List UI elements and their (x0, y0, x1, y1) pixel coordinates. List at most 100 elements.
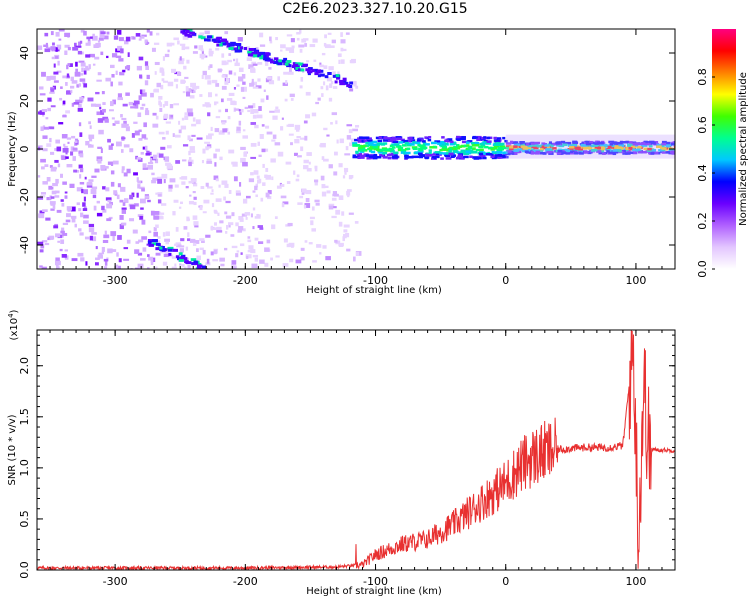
noise-cell (56, 209, 62, 213)
noise-cell (345, 32, 350, 35)
signal-cell (363, 144, 370, 147)
noise-cell (86, 181, 93, 186)
signal-cell (665, 141, 671, 145)
noise-cell (342, 233, 347, 239)
signal-cell (646, 141, 651, 144)
noise-cell (295, 178, 300, 182)
noise-cell (79, 181, 85, 185)
signal-cell (570, 150, 574, 153)
noise-cell (85, 65, 89, 69)
signal-cell (611, 142, 617, 146)
upper-streak-cell (226, 44, 231, 48)
noise-cell (288, 242, 295, 247)
noise-cell (39, 210, 45, 214)
upper-streak-cell (336, 76, 341, 80)
noise-cell (78, 153, 81, 156)
signal-cell (533, 146, 539, 150)
upper-streak-cell (327, 71, 332, 75)
signal-cell (492, 151, 498, 155)
signal-cell (599, 149, 605, 153)
noise-cell (159, 102, 162, 107)
noise-cell (242, 135, 249, 139)
noise-cell (175, 242, 182, 245)
noise-cell (70, 215, 77, 219)
signal-cell (449, 147, 453, 151)
noise-cell (225, 78, 230, 83)
signal-cell (486, 140, 492, 143)
noise-cell (89, 235, 93, 241)
colorbar-label: Normalized spectral amplitude (738, 72, 749, 226)
noise-cell (133, 172, 138, 176)
noise-cell (235, 253, 239, 258)
noise-cell (52, 204, 56, 209)
signal-cell (448, 152, 454, 156)
noise-cell (239, 111, 242, 115)
signal-cell (525, 147, 532, 150)
signal-cell (643, 147, 648, 151)
noise-cell (167, 49, 170, 53)
noise-cell (110, 181, 115, 187)
noise-cell (119, 71, 125, 76)
noise-cell (132, 102, 137, 106)
noise-cell (96, 156, 103, 162)
signal-cell (475, 135, 482, 139)
signal-cell (469, 155, 473, 158)
signal-cell (569, 146, 575, 149)
noise-cell (175, 227, 179, 232)
noise-cell (80, 73, 84, 76)
noise-cell (185, 186, 189, 189)
noise-cell (301, 188, 307, 194)
noise-cell (303, 120, 308, 124)
noise-cell (269, 40, 273, 44)
noise-cell (57, 60, 60, 66)
noise-cell (137, 180, 141, 184)
noise-cell (157, 236, 161, 239)
noise-cell (247, 249, 251, 253)
noise-cell (321, 93, 324, 97)
noise-cell (53, 225, 59, 229)
noise-cell (45, 217, 51, 221)
signal-cell (450, 140, 454, 144)
noise-cell (180, 125, 187, 130)
signal-cell (367, 143, 373, 147)
noise-cell (80, 212, 84, 218)
noise-cell (50, 186, 54, 190)
noise-cell (328, 66, 334, 71)
noise-cell (177, 40, 180, 45)
noise-cell (71, 80, 78, 84)
signal-cell (428, 154, 433, 157)
noise-cell (136, 192, 139, 198)
noise-cell (178, 120, 181, 125)
noise-cell (83, 67, 90, 71)
signal-cell (440, 157, 444, 160)
upper-streak-cell (238, 49, 243, 53)
signal-cell (478, 152, 484, 156)
signal-cell (428, 135, 432, 139)
noise-cell (59, 248, 63, 252)
upper-streak-cell (345, 81, 349, 85)
noise-cell (102, 108, 106, 113)
noise-cell (64, 195, 68, 199)
signal-cell (562, 150, 567, 153)
signal-cell (674, 141, 675, 144)
noise-cell (62, 100, 66, 105)
noise-cell (274, 109, 280, 113)
signal-cell (370, 150, 376, 154)
noise-cell (151, 47, 156, 52)
upper-streak-cell (230, 41, 236, 45)
signal-cell (411, 146, 418, 149)
signal-cell (567, 148, 574, 151)
noise-cell (61, 227, 65, 233)
upper-streak-cell (261, 54, 267, 58)
signal-cell (616, 141, 623, 145)
noise-cell (154, 158, 159, 164)
noise-cell (74, 140, 78, 143)
upper-streak-cell (307, 70, 313, 74)
signal-cell (452, 150, 458, 153)
colorbar-tick-label: 0.0 (696, 260, 709, 278)
signal-cell (585, 140, 591, 144)
noise-cell (61, 155, 67, 161)
signal-cell (524, 148, 531, 152)
noise-cell (319, 62, 322, 66)
signal-cell (557, 150, 563, 153)
